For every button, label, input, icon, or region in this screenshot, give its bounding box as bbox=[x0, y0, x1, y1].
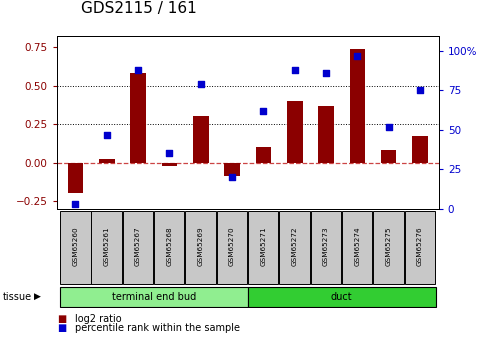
Point bbox=[322, 70, 330, 76]
Bar bbox=[255, 147, 271, 162]
Text: terminal end bud: terminal end bud bbox=[111, 292, 196, 302]
Point bbox=[416, 88, 424, 93]
Point bbox=[134, 67, 142, 72]
Bar bbox=[162, 162, 177, 166]
Text: GSM65275: GSM65275 bbox=[386, 226, 391, 266]
Bar bbox=[311, 211, 341, 284]
Bar bbox=[130, 73, 146, 162]
Bar bbox=[99, 159, 115, 162]
Point bbox=[353, 53, 361, 58]
Point bbox=[291, 67, 299, 72]
Text: GSM65261: GSM65261 bbox=[104, 226, 110, 266]
Bar bbox=[350, 49, 365, 162]
Bar bbox=[287, 101, 303, 162]
Point bbox=[385, 124, 392, 129]
Bar bbox=[342, 211, 372, 284]
Text: tissue: tissue bbox=[2, 292, 32, 302]
Bar bbox=[185, 211, 216, 284]
Text: ■: ■ bbox=[57, 315, 66, 324]
Bar bbox=[224, 162, 240, 176]
Text: GSM65273: GSM65273 bbox=[323, 226, 329, 266]
Bar bbox=[373, 211, 404, 284]
Text: GSM65276: GSM65276 bbox=[417, 226, 423, 266]
Text: GSM65274: GSM65274 bbox=[354, 226, 360, 266]
Text: GSM65269: GSM65269 bbox=[198, 226, 204, 266]
Bar bbox=[280, 211, 310, 284]
Bar bbox=[154, 211, 184, 284]
Bar bbox=[60, 211, 91, 284]
Text: duct: duct bbox=[331, 292, 352, 302]
Text: GDS2115 / 161: GDS2115 / 161 bbox=[81, 1, 197, 16]
Text: GSM65270: GSM65270 bbox=[229, 226, 235, 266]
Bar bbox=[123, 211, 153, 284]
Text: ■: ■ bbox=[57, 323, 66, 333]
Point bbox=[166, 151, 174, 156]
Text: ▶: ▶ bbox=[34, 292, 40, 302]
Text: GSM65272: GSM65272 bbox=[292, 226, 298, 266]
Bar bbox=[193, 116, 209, 162]
Text: GSM65260: GSM65260 bbox=[72, 226, 78, 266]
Text: percentile rank within the sample: percentile rank within the sample bbox=[75, 323, 241, 333]
Text: GSM65268: GSM65268 bbox=[167, 226, 173, 266]
Bar bbox=[60, 287, 248, 307]
Text: GSM65271: GSM65271 bbox=[260, 226, 266, 266]
Point bbox=[197, 81, 205, 87]
Point bbox=[103, 132, 111, 137]
Point bbox=[259, 108, 267, 114]
Bar bbox=[248, 287, 436, 307]
Text: GSM65267: GSM65267 bbox=[135, 226, 141, 266]
Text: log2 ratio: log2 ratio bbox=[75, 315, 122, 324]
Bar bbox=[248, 211, 279, 284]
Point bbox=[228, 175, 236, 180]
Bar bbox=[68, 162, 83, 193]
Bar bbox=[92, 211, 122, 284]
Bar bbox=[405, 211, 435, 284]
Bar bbox=[318, 106, 334, 162]
Bar bbox=[412, 136, 428, 162]
Point bbox=[71, 201, 79, 207]
Bar bbox=[217, 211, 247, 284]
Bar bbox=[381, 150, 396, 162]
